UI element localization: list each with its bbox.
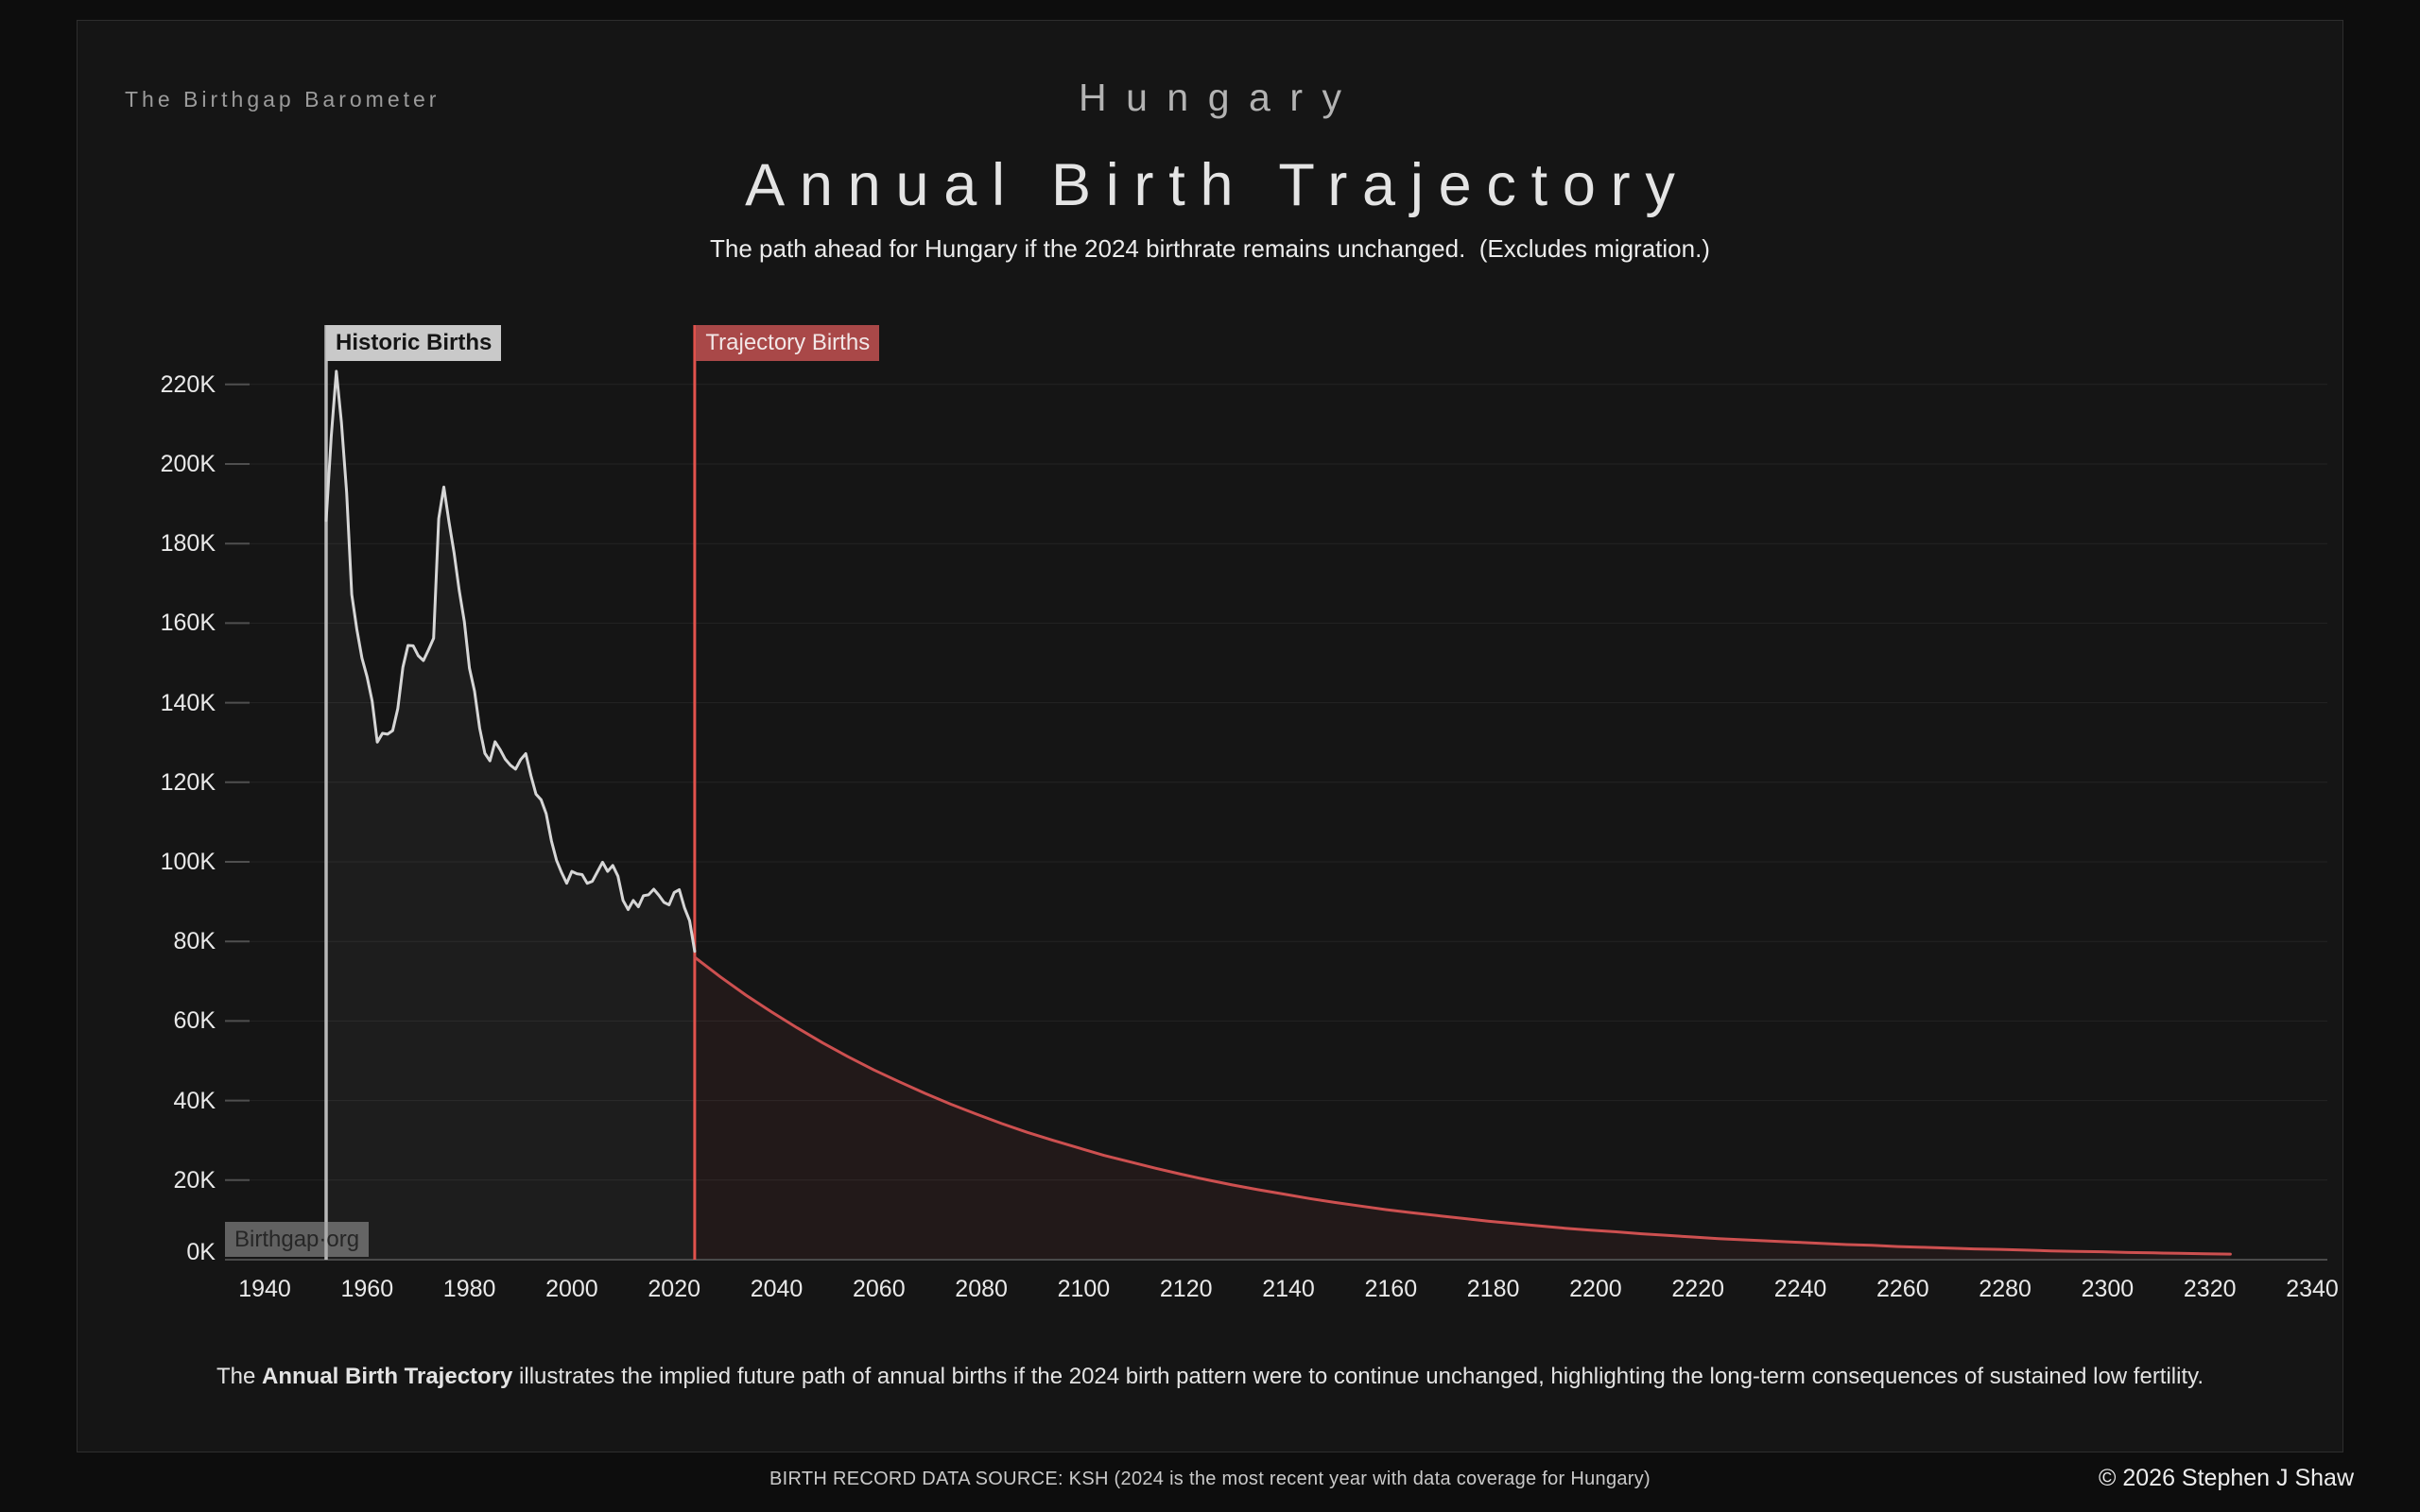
historic-births-label: Historic Births [326,325,502,361]
y-axis-label-160K: 160K [160,610,216,637]
x-axis-label-2100: 2100 [1057,1276,1111,1302]
birthgap-watermark-badge: Birthgap·org [225,1222,370,1257]
x-axis-label-2300: 2300 [2081,1276,2135,1302]
area-fills [326,371,2231,1260]
chart-card [77,20,2343,1452]
x-axis-label-2080: 2080 [955,1276,1008,1302]
x-axis-label-2220: 2220 [1671,1276,1725,1302]
y-axis-label-180K: 180K [160,530,216,558]
y-axis-label-120K: 120K [160,768,216,796]
y-axis-label-0K: 0K [186,1239,216,1265]
x-axis-label-2280: 2280 [1979,1276,2031,1302]
brand-text: The Birthgap Barometer [125,87,441,112]
data-source-note: BIRTH RECORD DATA SOURCE: KSH (2024 is t… [769,1469,1651,1489]
y-axis-label-200K: 200K [160,451,216,477]
y-axis-label-40K: 40K [173,1087,216,1114]
x-axis-label-2020: 2020 [648,1276,701,1302]
description-prefix: The [216,1364,262,1389]
trajectory-area-fill [694,957,2231,1260]
y-axis-label-60K: 60K [173,1007,216,1035]
historic-births-line [324,369,697,954]
y-axis-label-220K: 220K [160,370,216,398]
x-axis-label-2200: 2200 [1569,1276,1622,1302]
x-axis-label-2160: 2160 [1364,1276,1418,1302]
x-axis-label-2260: 2260 [1876,1276,1929,1302]
x-axis-label-2180: 2180 [1466,1276,1520,1302]
y-axis-label-100K: 100K [160,849,216,875]
description-bold-term: Annual Birth Trajectory [262,1364,513,1389]
x-axis-label-2060: 2060 [853,1276,906,1302]
y-axis-label-80K: 80K [173,928,216,955]
historic-area-fill [326,371,695,1260]
page-title: Annual Birth Trajectory [745,152,1690,218]
chart-subtitle: The path ahead for Hungary if the 2024 b… [710,234,1710,263]
data-lines [324,369,2232,1256]
x-axis-label-2340: 2340 [2286,1276,2339,1302]
x-axis-label-2240: 2240 [1773,1276,1827,1302]
x-axis-label-2040: 2040 [750,1276,804,1302]
y-axis-label-20K: 20K [173,1166,216,1194]
x-axis-label-2120: 2120 [1159,1276,1213,1302]
trajectory-births-line [693,955,2232,1256]
description-rest: illustrates the implied future path of a… [512,1364,2204,1389]
x-axis-label-1940: 1940 [238,1276,291,1302]
x-axis-label-2320: 2320 [2183,1276,2237,1302]
chart-description: The Annual Birth Trajectory illustrates … [0,1364,2420,1390]
country-heading: Hungary [1079,76,1361,119]
copyright-text: © 2026 Stephen J Shaw [2099,1465,2354,1491]
gridlines [225,383,2327,1261]
marker-lines [324,325,697,1260]
trajectory-births-label: Trajectory Births [696,325,880,361]
x-axis-label-1980: 1980 [442,1276,496,1302]
x-axis-label-2140: 2140 [1262,1276,1315,1302]
x-axis-label-2000: 2000 [545,1276,598,1302]
y-axis-label-140K: 140K [160,689,216,716]
x-axis-label-1960: 1960 [340,1276,394,1302]
